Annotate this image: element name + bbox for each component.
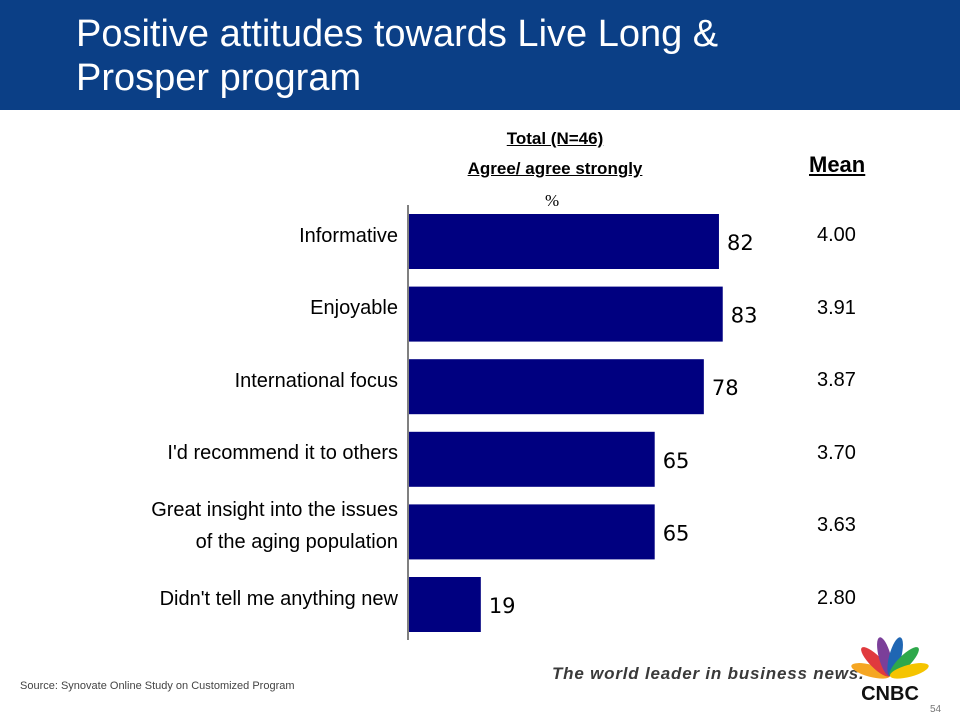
mean-value: 3.70 [817, 441, 856, 464]
column-header-total: Total (N=46) [506, 129, 604, 148]
cnbc-peacock-logo: CNBC [851, 637, 929, 704]
mean-value: 3.87 [817, 369, 856, 392]
mean-value: 3.91 [817, 296, 856, 319]
slogan: The world leader in business news. [552, 664, 865, 683]
category-label-line: International focus [234, 369, 398, 392]
source-note: Source: Synovate Online Study on Customi… [20, 680, 295, 692]
logo-wordmark: CNBC [861, 683, 919, 704]
page-number: 54 [930, 704, 942, 715]
title-bar: Positive attitudes towards Live Long & P… [0, 0, 960, 110]
bar [409, 286, 723, 342]
title-line-1: Positive attitudes towards Live Long & [76, 13, 719, 55]
slide-title: Positive attitudes towards Live Long & P… [76, 12, 896, 100]
bar-value-label: 82 [727, 231, 754, 255]
category-label-line: I'd recommend it to others [167, 442, 398, 465]
mean-header: Mean [809, 152, 866, 177]
category-label-line: Great insight into the issues [151, 498, 398, 521]
bar-value-label: 19 [489, 594, 516, 618]
category-label: International focus [235, 365, 398, 397]
mean-value: 4.00 [817, 224, 856, 246]
bar-value-label: 65 [663, 521, 690, 545]
bar-value-label: 65 [663, 449, 690, 473]
category-label: Great insight into the issues of the agin… [151, 494, 398, 558]
category-label-line: Informative [299, 224, 398, 247]
category-label: I'd recommend it to others [167, 437, 398, 469]
category-label: Informative [299, 220, 398, 252]
category-label: Didn't tell me anything new [160, 583, 398, 615]
bar-value-label: 83 [731, 304, 758, 328]
category-label-line: Didn't tell me anything new [159, 587, 398, 610]
bar [409, 504, 655, 560]
bar [409, 214, 719, 269]
category-label-line: Enjoyable [310, 297, 398, 320]
column-header-unit: % [545, 191, 560, 210]
mean-value: 2.80 [817, 587, 856, 609]
title-line-2: Prosper program [76, 57, 362, 99]
mean-value: 3.63 [817, 514, 856, 537]
bar [409, 431, 655, 487]
column-header-agree: Agree/ agree strongly [467, 159, 643, 178]
category-label: Enjoyable [310, 292, 398, 324]
bar-value-label: 78 [712, 376, 739, 400]
bar [409, 359, 704, 415]
bar [409, 577, 481, 632]
category-label-line: of the aging population [195, 530, 398, 553]
